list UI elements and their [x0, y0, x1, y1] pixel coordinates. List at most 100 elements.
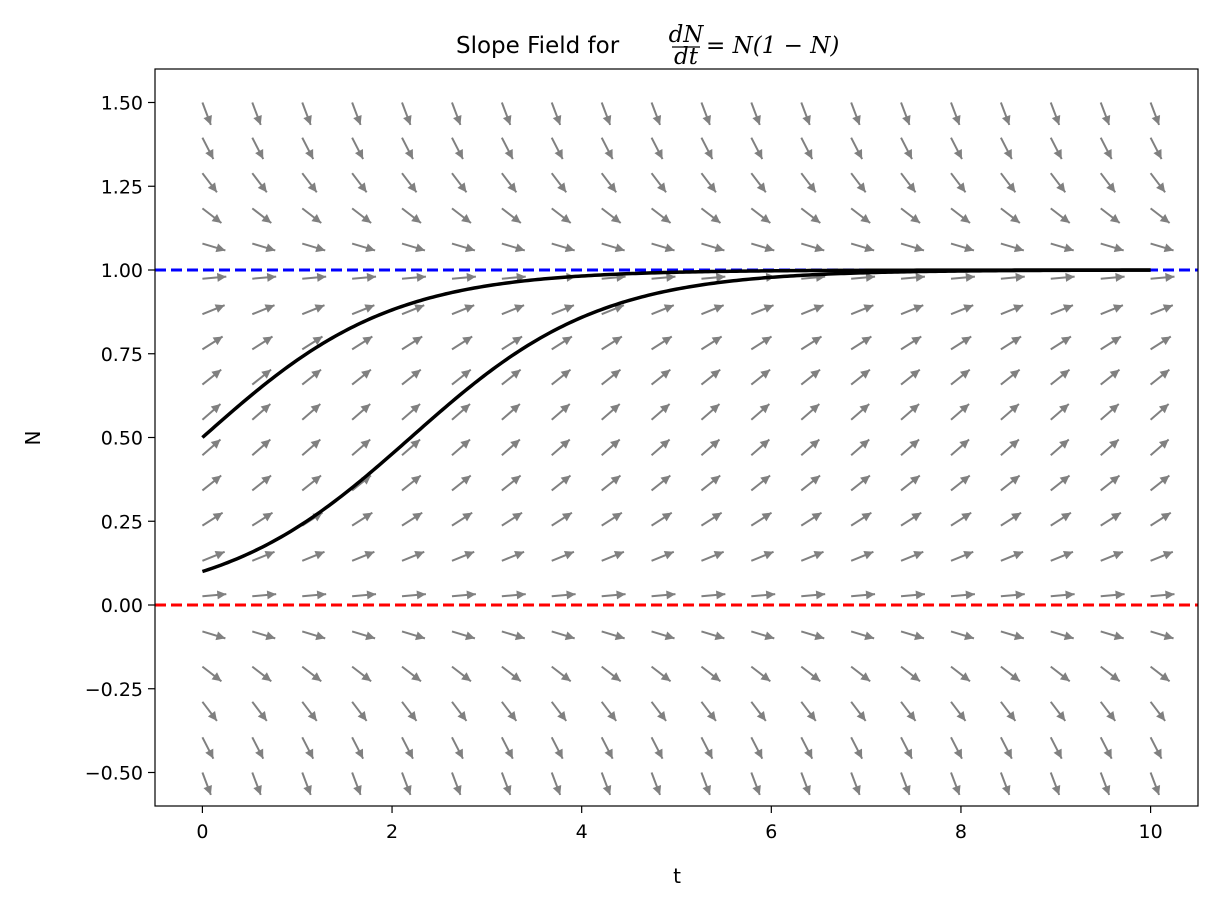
- slope-arrow: [202, 590, 227, 600]
- slope-arrow: [950, 368, 971, 386]
- slope-arrow: [800, 403, 821, 421]
- slope-arrow: [401, 102, 412, 126]
- plot-area: [154, 68, 1199, 807]
- slope-arrow: [850, 335, 872, 351]
- slope-arrow: [251, 630, 276, 641]
- solution-curve: [201, 268, 1151, 574]
- slope-arrow: [600, 172, 618, 193]
- slope-arrow: [651, 590, 676, 600]
- slope-arrow: [1100, 438, 1120, 457]
- slope-arrow: [401, 630, 426, 641]
- slope-arrow: [351, 438, 371, 457]
- slope-arrow: [950, 701, 967, 722]
- slope-arrow: [201, 137, 215, 160]
- slope-arrow: [1000, 665, 1021, 683]
- slope-arrow: [1000, 207, 1021, 224]
- slope-arrow: [351, 137, 364, 160]
- slope-arrow: [900, 242, 925, 253]
- slope-arrow: [1149, 207, 1171, 224]
- slope-arrow: [1049, 137, 1063, 160]
- slope-arrow: [351, 368, 372, 386]
- slope-arrow: [900, 772, 911, 796]
- slope-arrow: [1150, 335, 1172, 351]
- slope-arrow: [301, 772, 312, 796]
- slope-arrow: [800, 242, 825, 253]
- slope-arrow: [451, 511, 473, 527]
- slope-arrow: [551, 304, 575, 316]
- slope-arrow: [401, 438, 421, 457]
- slope-arrow: [401, 474, 422, 492]
- slope-arrow: [500, 102, 512, 126]
- slope-arrow: [1050, 630, 1075, 641]
- slope-arrow: [251, 403, 272, 421]
- slope-arrow: [701, 304, 725, 316]
- slope-arrow: [501, 207, 522, 224]
- slope-arrow: [801, 590, 826, 600]
- slope-arrow: [1000, 590, 1025, 600]
- slope-arrow: [251, 736, 265, 760]
- slope-arrow: [601, 403, 621, 421]
- slope-arrow: [1149, 736, 1163, 760]
- slope-arrow: [1100, 335, 1122, 351]
- y-tick-label: 0.50: [101, 428, 143, 450]
- slope-arrow: [351, 172, 368, 193]
- slope-arrow: [1000, 630, 1025, 641]
- slope-arrow: [800, 438, 821, 457]
- slope-arrow: [900, 474, 921, 492]
- slope-arrow: [601, 368, 622, 386]
- slope-arrow: [401, 772, 412, 796]
- slope-arrow: [700, 511, 723, 527]
- slope-arrow: [1149, 172, 1166, 193]
- slope-arrow: [1150, 630, 1174, 641]
- slope-arrow: [1100, 511, 1122, 527]
- slope-arrow: [900, 335, 922, 351]
- slope-arrow: [900, 172, 917, 193]
- slope-arrow: [501, 304, 525, 316]
- slope-arrow: [351, 403, 371, 421]
- title-equation-rhs: = N(1 − N): [706, 33, 839, 59]
- slope-arrow: [800, 474, 821, 492]
- slope-arrow: [1050, 335, 1072, 351]
- slope-arrow: [850, 665, 871, 683]
- title-fraction-numerator: dN: [669, 22, 705, 48]
- slope-arrow: [551, 438, 571, 457]
- slope-arrow: [451, 304, 475, 316]
- slope-arrow: [700, 207, 722, 224]
- slope-arrow: [850, 550, 874, 562]
- slope-arrow: [501, 665, 522, 683]
- slope-arrow: [301, 207, 322, 224]
- slope-arrow: [1049, 172, 1067, 193]
- slope-arrow: [601, 630, 625, 641]
- slope-arrow: [700, 665, 722, 683]
- slope-arrow: [1099, 736, 1113, 760]
- slope-arrow: [551, 207, 572, 224]
- slope-arrow: [1000, 438, 1020, 457]
- slope-arrow: [301, 242, 326, 253]
- slope-arrow: [201, 102, 212, 126]
- slope-arrow: [501, 474, 522, 492]
- slope-arrow: [650, 665, 672, 683]
- slope-arrow: [351, 736, 364, 760]
- slope-arrow: [701, 242, 725, 253]
- slope-arrow: [950, 304, 974, 316]
- slope-arrow: [750, 403, 771, 421]
- slope-arrow: [451, 474, 472, 492]
- slope-arrow: [650, 736, 664, 760]
- slope-arrow: [700, 701, 717, 722]
- slope-arrow: [700, 772, 711, 796]
- slope-field-arrows: [201, 102, 1175, 796]
- slope-arrow: [201, 474, 222, 492]
- slope-arrow: [202, 550, 226, 562]
- slope-arrow: [401, 272, 426, 282]
- slope-arrow: [850, 736, 864, 760]
- slope-arrow: [251, 172, 268, 193]
- slope-arrow: [401, 172, 418, 193]
- slope-arrow: [750, 304, 774, 316]
- slope-arrow: [251, 304, 275, 316]
- slope-arrow: [750, 701, 767, 722]
- slope-arrow: [451, 137, 464, 160]
- x-tick-label: 6: [765, 821, 777, 843]
- slope-arrow: [1149, 772, 1161, 796]
- slope-arrow: [201, 172, 218, 193]
